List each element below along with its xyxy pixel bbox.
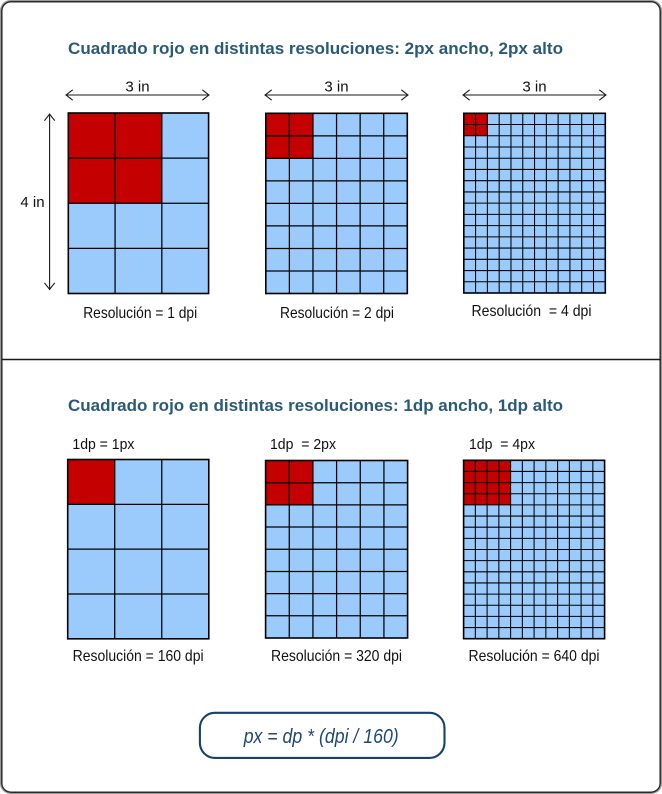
svg-text:1dp = 1px: 1dp = 1px (72, 436, 134, 453)
svg-text:3 in: 3 in (324, 79, 348, 96)
svg-text:Resolución = 2 dpi: Resolución = 2 dpi (280, 305, 394, 322)
svg-text:Resolución = 160 dpi: Resolución = 160 dpi (73, 648, 204, 665)
svg-text:3 in: 3 in (522, 79, 546, 96)
svg-text:4 in: 4 in (20, 194, 44, 211)
svg-text:px = dp * (dpi / 160): px = dp * (dpi / 160) (243, 726, 399, 748)
svg-text:Resolución = 320 dpi: Resolución = 320 dpi (271, 648, 402, 665)
svg-text:Cuadrado rojo en distintas res: Cuadrado rojo en distintas resoluciones:… (68, 397, 563, 415)
svg-text:Cuadrado rojo en distintas res: Cuadrado rojo en distintas resoluciones:… (68, 40, 563, 58)
svg-text:Resolución = 4 dpi: Resolución = 4 dpi (472, 303, 592, 320)
svg-text:Resolución = 1 dpi: Resolución = 1 dpi (83, 305, 197, 322)
svg-text:1dp = 4px: 1dp = 4px (469, 436, 535, 453)
svg-text:3 in: 3 in (125, 79, 149, 96)
svg-text:Resolución = 640 dpi: Resolución = 640 dpi (469, 648, 600, 665)
svg-text:1dp = 2px: 1dp = 2px (270, 436, 336, 453)
